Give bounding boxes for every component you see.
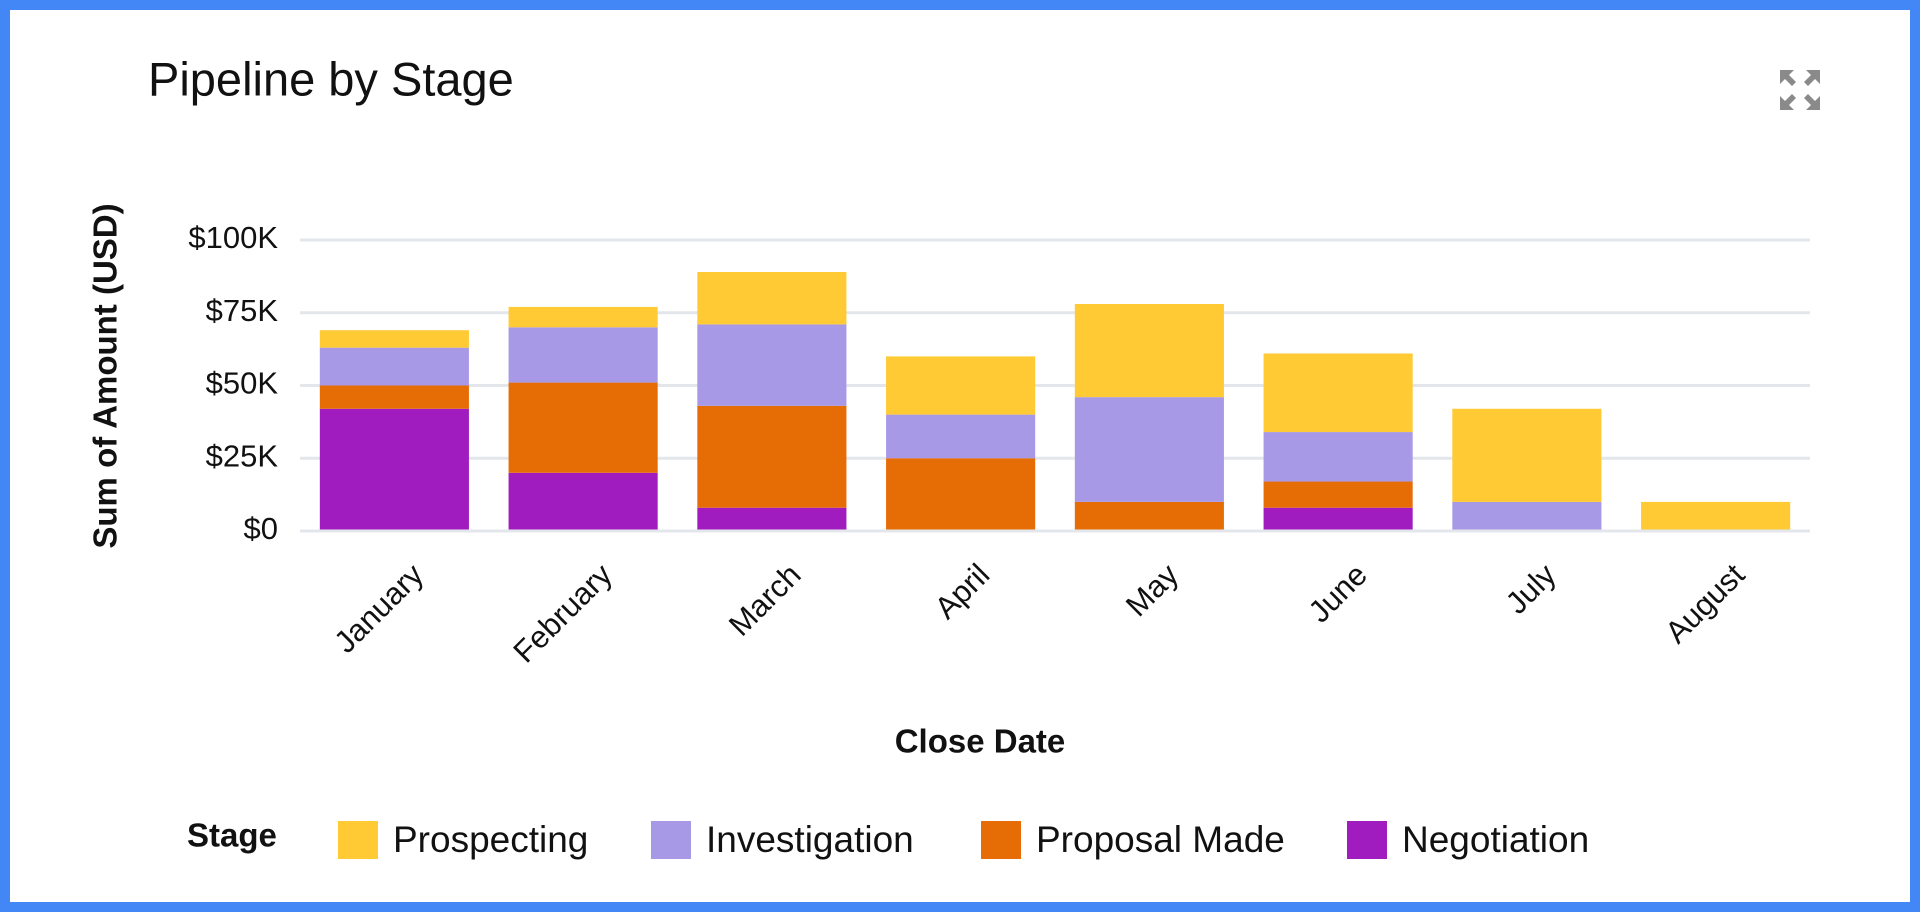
bar-segment [886, 458, 1036, 531]
legend-label: Investigation [706, 819, 914, 860]
y-tick-label: $50K [206, 366, 279, 401]
legend-swatch [651, 821, 691, 859]
legend-label: Prospecting [393, 819, 588, 860]
bar-segment [319, 347, 469, 386]
bar-segment [1074, 397, 1224, 502]
expand-icon[interactable] [1780, 70, 1820, 110]
bar-segment [319, 408, 469, 531]
bar-segment [1452, 501, 1602, 531]
legend-swatch [338, 821, 378, 859]
bar-segment [508, 382, 658, 473]
bar-segment [886, 414, 1036, 459]
chart-title: Pipeline by Stage [148, 52, 514, 105]
bar-segment [697, 405, 847, 508]
bar-segment [508, 472, 658, 531]
x-axis-title: Close Date [895, 723, 1066, 760]
bar-segment [1074, 501, 1224, 531]
y-tick-label: $25K [206, 438, 279, 473]
bar-segment [1452, 408, 1602, 502]
bar-segment [508, 327, 658, 383]
bar-segment [697, 324, 847, 406]
bar-segment [1074, 304, 1224, 398]
legend-swatch [981, 821, 1021, 859]
bar-segment [1263, 432, 1413, 482]
bar-segment [886, 356, 1036, 415]
legend-title: Stage [187, 817, 277, 854]
expand-glyph[interactable] [1780, 70, 1820, 110]
y-tick-label: $0 [244, 511, 278, 546]
y-axis-title: Sum of Amount (USD) [87, 203, 124, 548]
bar-segment [1263, 481, 1413, 508]
legend-label: Negotiation [1402, 819, 1589, 860]
y-tick-label: $100K [188, 220, 278, 255]
bar-segment [319, 385, 469, 409]
bar-segment [697, 507, 847, 531]
y-tick-label: $75K [206, 293, 279, 328]
bar-segment [508, 306, 658, 328]
bar-segment [1263, 353, 1413, 433]
bar-segment [697, 272, 847, 325]
bar-segment [1263, 507, 1413, 531]
legend-label: Proposal Made [1036, 819, 1285, 860]
legend-swatch [1347, 821, 1387, 859]
bar-segment [319, 330, 469, 348]
bar-segment [1641, 501, 1791, 531]
